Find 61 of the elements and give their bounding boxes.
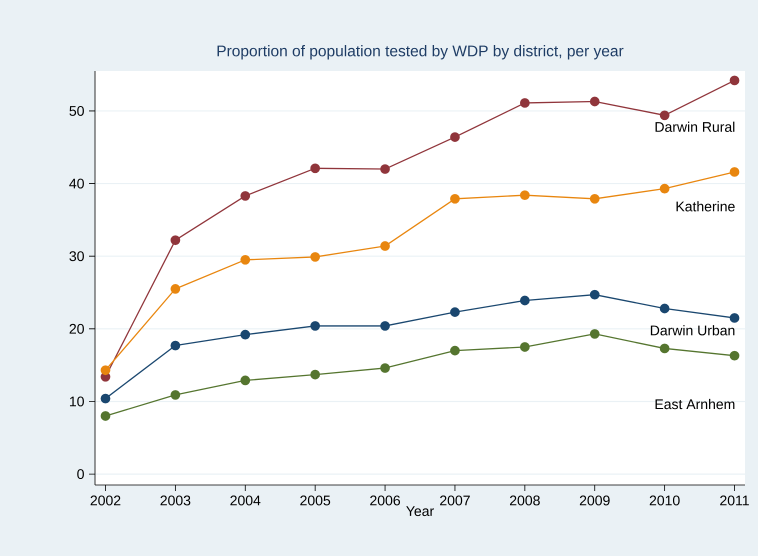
point <box>730 167 740 177</box>
point <box>590 329 600 339</box>
x-tick-label: 2003 <box>160 496 190 506</box>
point <box>450 132 460 142</box>
point <box>450 194 460 204</box>
point <box>520 296 530 306</box>
point <box>520 190 530 200</box>
point <box>310 370 320 380</box>
x-tick-label: 2005 <box>300 496 330 506</box>
x-tick-label: 2008 <box>510 496 540 506</box>
y-tick-label: 20 <box>70 324 84 334</box>
point <box>170 390 180 400</box>
x-tick-label: 2002 <box>90 496 120 506</box>
point <box>590 96 600 106</box>
point <box>450 307 460 317</box>
y-tick-label: 10 <box>70 396 84 406</box>
point <box>660 184 670 194</box>
point <box>240 376 250 386</box>
point <box>450 346 460 356</box>
point <box>380 164 390 174</box>
x-tick-label: 2011 <box>720 496 749 506</box>
series-label: Katherine <box>676 201 735 212</box>
point <box>100 394 110 404</box>
point <box>240 330 250 340</box>
point <box>170 340 180 350</box>
point <box>100 411 110 421</box>
series-label: Darwin Urban <box>650 325 734 336</box>
chart-title: Proportion of population tested by WDP by district, per year <box>218 45 624 60</box>
point <box>660 304 670 314</box>
x-axis-title: Year <box>406 506 434 516</box>
point <box>380 363 390 373</box>
x-tick-label: 2009 <box>580 496 610 506</box>
y-tick-label: 0 <box>77 469 84 480</box>
y-tick-label: 40 <box>69 178 84 189</box>
point <box>240 191 250 201</box>
point <box>520 98 530 108</box>
point <box>380 241 390 251</box>
x-tick-label: 2004 <box>230 496 260 506</box>
point <box>170 284 180 294</box>
point <box>310 252 320 262</box>
point <box>660 344 670 354</box>
point <box>590 290 600 300</box>
x-tick-label: 2006 <box>370 496 400 506</box>
text: East Arnhem <box>656 398 734 410</box>
point <box>520 342 530 352</box>
point <box>590 194 600 204</box>
x-tick-label: 2010 <box>650 496 680 506</box>
point <box>730 76 740 86</box>
point <box>170 235 180 246</box>
point <box>100 365 110 376</box>
point <box>730 313 740 323</box>
point <box>310 163 320 174</box>
point <box>730 350 740 361</box>
point <box>310 321 320 331</box>
x-tick-label: 2007 <box>440 496 470 506</box>
y-tick-label: 30 <box>69 251 84 262</box>
point <box>240 254 250 265</box>
point <box>380 321 390 331</box>
series-label: Darwin Rural <box>656 122 734 132</box>
y-tick-label: 50 <box>69 106 84 116</box>
point <box>660 110 670 120</box>
